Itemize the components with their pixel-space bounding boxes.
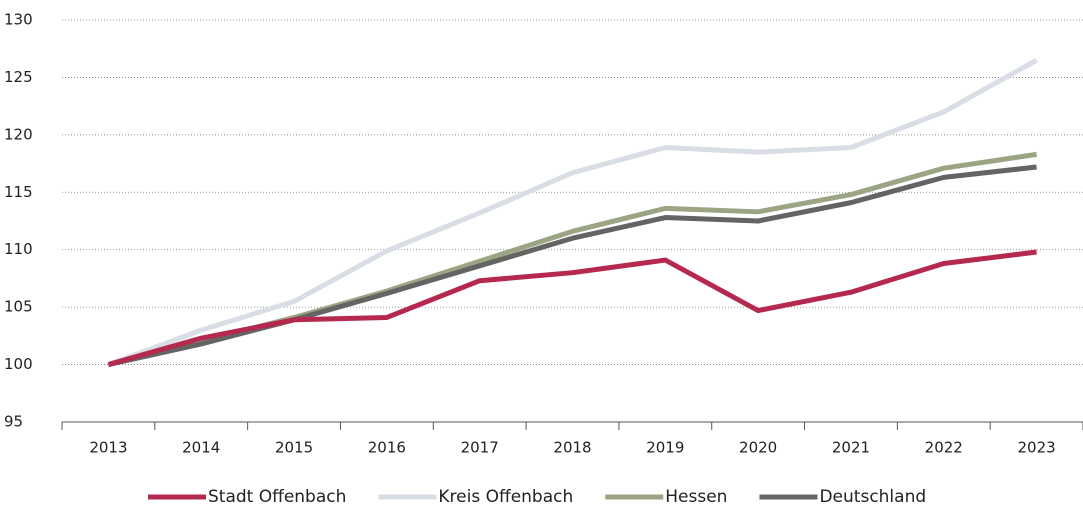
x-tick-label: 2022 <box>925 439 963 457</box>
x-tick-label: 2020 <box>739 439 777 457</box>
series-line <box>107 58 1038 367</box>
legend-label: Hessen <box>665 487 727 507</box>
y-tick-label: 125 <box>4 68 33 86</box>
x-tick-label: 2014 <box>182 439 220 457</box>
x-tick-label: 2018 <box>553 439 591 457</box>
y-tick-label: 110 <box>4 240 33 258</box>
y-tick-label: 130 <box>4 11 33 29</box>
x-tick-label: 2013 <box>89 439 127 457</box>
x-tick-label: 2016 <box>368 439 406 457</box>
legend-label: Kreis Offenbach <box>438 487 573 507</box>
x-tick-label: 2021 <box>832 439 870 457</box>
x-tick-label: 2019 <box>646 439 684 457</box>
series-line <box>107 164 1037 368</box>
y-tick-label: 120 <box>4 125 33 143</box>
y-tick-label: 100 <box>4 355 33 373</box>
x-tick-label: 2023 <box>1017 439 1055 457</box>
x-tick-label: 2015 <box>275 439 313 457</box>
y-tick-label: 115 <box>4 183 33 201</box>
y-tick-label: 95 <box>4 413 23 431</box>
legend-label: Deutschland <box>819 487 926 507</box>
series-line <box>107 249 1037 367</box>
x-tick-label: 2017 <box>461 439 499 457</box>
y-tick-label: 105 <box>4 298 33 316</box>
legend-label: Stadt Offenbach <box>208 487 346 507</box>
